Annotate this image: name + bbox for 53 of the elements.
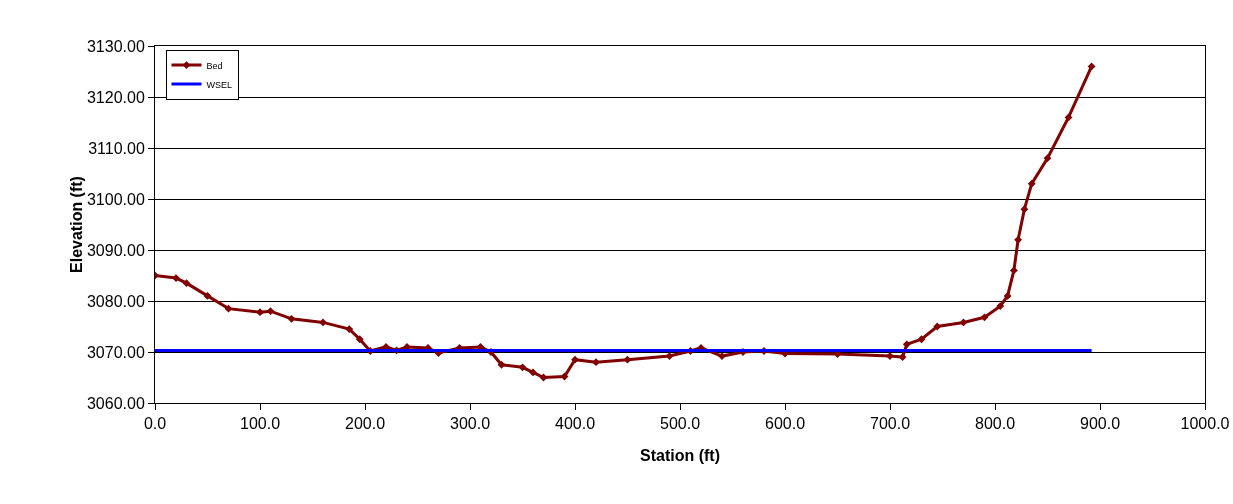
y-tick-label: 3120.00	[86, 88, 145, 106]
y-tick-label: 3110.00	[88, 139, 145, 157]
x-tick-label: 900.0	[1079, 415, 1121, 433]
point	[287, 314, 296, 323]
y-axis-title: Elevation (ft)	[67, 176, 85, 273]
legend-label: Bed	[206, 60, 223, 71]
x-tick-label: 100.0	[239, 415, 281, 433]
x-axis-title: Station (ft)	[640, 447, 720, 464]
point	[355, 335, 364, 344]
point	[898, 353, 907, 361]
point	[571, 355, 579, 364]
point	[902, 340, 911, 349]
point	[224, 304, 233, 313]
point	[1027, 179, 1036, 188]
y-tick-label: 3100.00	[86, 190, 145, 208]
point	[256, 308, 264, 317]
point	[319, 318, 327, 327]
point	[345, 325, 354, 333]
point	[1020, 205, 1029, 214]
point	[1064, 113, 1073, 122]
point	[203, 292, 212, 300]
point	[980, 313, 989, 322]
point	[1003, 292, 1012, 300]
point	[933, 322, 942, 331]
point	[665, 352, 674, 360]
legend-label: WSEL	[206, 79, 233, 90]
point	[592, 358, 600, 367]
x-tick-label: 200.0	[344, 415, 386, 433]
point	[996, 302, 1005, 310]
point	[1014, 235, 1022, 244]
x-tick-label: 300.0	[449, 415, 491, 433]
y-tick-label: 3060.00	[86, 394, 145, 412]
point	[497, 360, 506, 369]
point	[1043, 154, 1052, 163]
y-tick-label: 3090.00	[86, 241, 145, 259]
x-tick-label: 800.0	[974, 415, 1016, 433]
point	[1010, 266, 1018, 275]
y-tick-label: 3070.00	[86, 343, 145, 361]
point	[529, 368, 537, 377]
x-tick-label: 1000.0	[1180, 415, 1230, 433]
x-tick-label: 500.0	[659, 415, 701, 433]
point	[518, 363, 527, 372]
x-tick-label: 600.0	[764, 415, 806, 433]
point	[266, 307, 275, 316]
y-tick-label: 3130.00	[86, 37, 145, 55]
point	[959, 318, 968, 327]
x-tick-label: 700.0	[869, 415, 911, 433]
point	[182, 279, 191, 288]
point	[1087, 62, 1096, 71]
x-tick-label: 400.0	[554, 415, 596, 433]
y-tick-label: 3080.00	[86, 292, 145, 310]
point	[917, 335, 926, 344]
x-tick-label: 0.0	[143, 415, 167, 433]
